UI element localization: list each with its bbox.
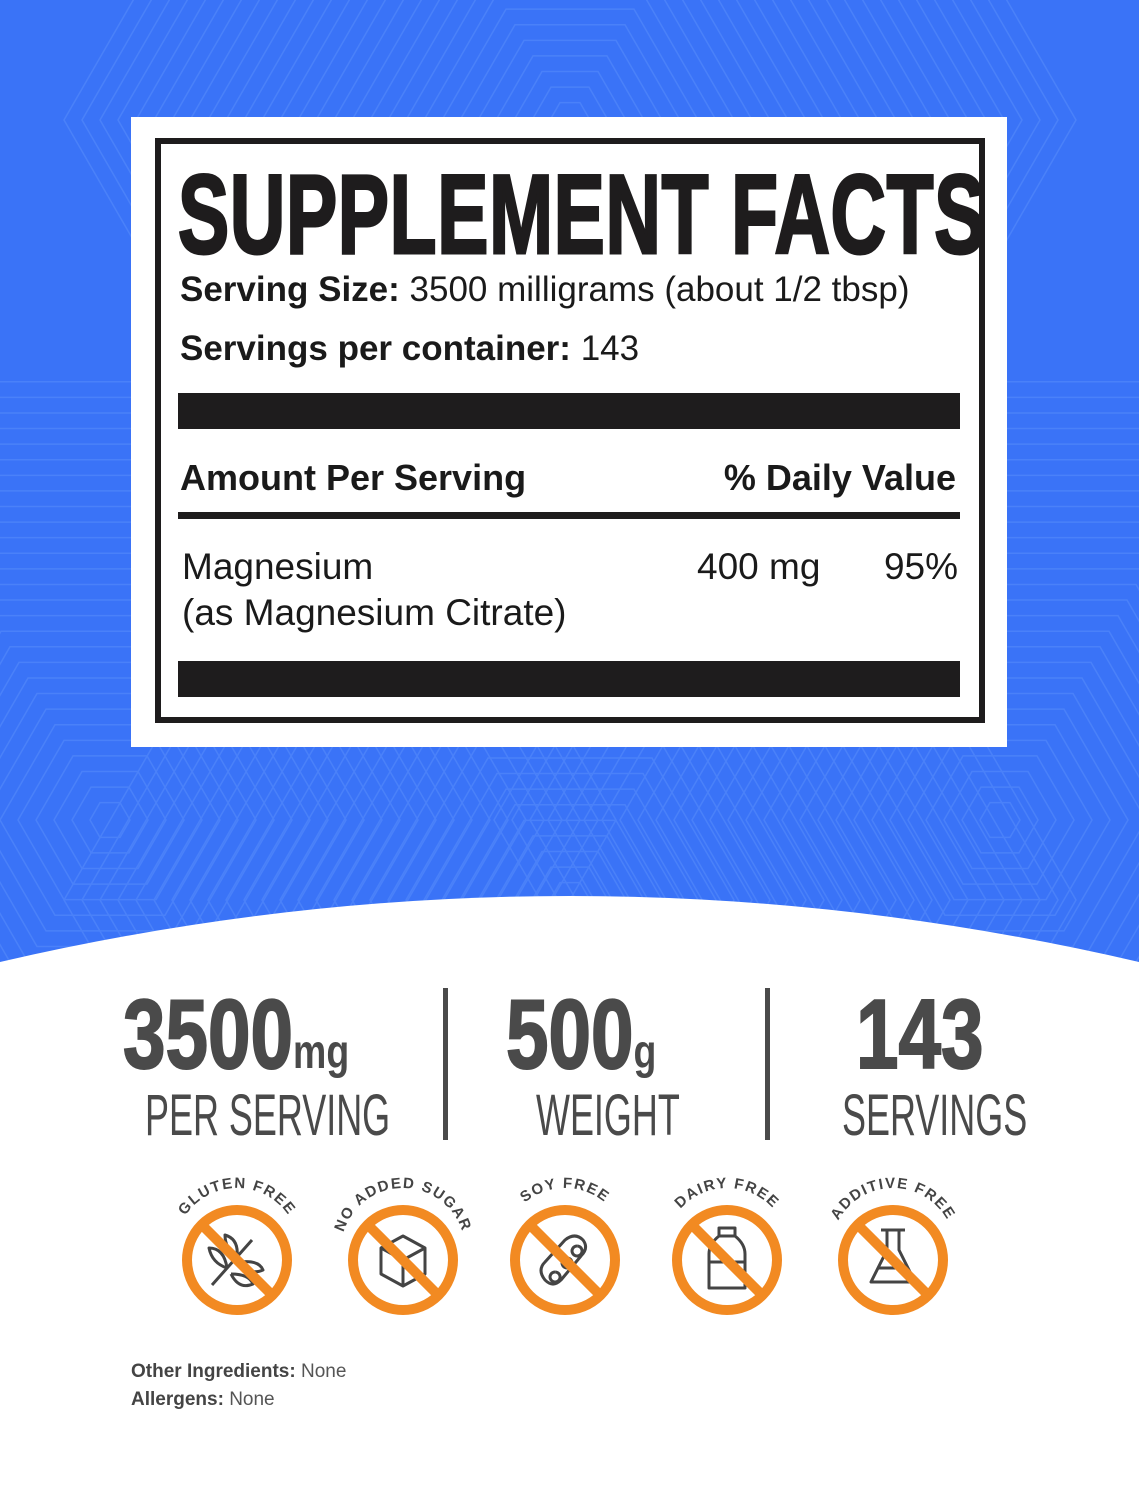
badge-label: NO ADDED SUGAR	[331, 1175, 475, 1234]
bottom-divider	[178, 661, 960, 697]
prohibited-slash	[364, 1221, 442, 1299]
allergens: Allergens: None	[131, 1389, 275, 1410]
prohibited-slash	[526, 1221, 604, 1299]
badge-row: GLUTEN FREE NO ADDED SUGAR SOY FREE DAIR…	[175, 1175, 959, 1315]
badge-label: SOY FREE	[517, 1175, 613, 1206]
serving-size-label: Serving Size:	[180, 270, 400, 309]
nutrient-source: (as Magnesium Citrate)	[182, 592, 567, 633]
prohibited-circle-icon	[182, 1205, 292, 1315]
prohibited-circle-icon	[348, 1205, 458, 1315]
stat-weight-label: WEIGHT	[536, 1083, 680, 1148]
prohibited-circle-icon	[672, 1205, 782, 1315]
stat-servings-value: 143	[855, 978, 984, 1090]
serving-size: Serving Size: 3500 milligrams (about 1/2…	[180, 270, 910, 310]
supplement-facts-panel	[131, 117, 1007, 747]
nutrient-amount: 400 mg	[697, 546, 821, 587]
badge-gluten-free: GLUTEN FREE	[175, 1175, 298, 1315]
dv-header: % Daily Value	[723, 457, 956, 498]
supplement-facts-border	[155, 138, 985, 723]
badge-no-added-sugar: NO ADDED SUGAR	[331, 1175, 475, 1315]
stat-per-serving-label: PER SERVING	[145, 1083, 391, 1148]
stat-per-serving-value: 3500mg	[122, 978, 350, 1090]
prohibited-slash	[198, 1221, 276, 1299]
badge-additive-free: ADDITIVE FREE	[827, 1175, 959, 1315]
prohibited-slash	[854, 1221, 932, 1299]
servings-label: Servings per container:	[180, 329, 571, 368]
prohibited-slash	[688, 1221, 766, 1299]
servings-per-container: Servings per container: 143	[180, 329, 639, 369]
facts-title: SUPPLEMENT FACTS	[177, 151, 987, 279]
serving-size-value: 3500 milligrams (about 1/2 tbsp)	[409, 270, 910, 309]
badge-dairy-free: DAIRY FREE	[671, 1175, 782, 1315]
servings-value: 143	[580, 329, 640, 368]
nutrient-dv: 95%	[883, 546, 958, 587]
stat-weight-value: 500g	[505, 978, 657, 1090]
thin-divider	[178, 512, 960, 519]
soybean-icon	[539, 1234, 588, 1286]
stat-divider	[765, 988, 770, 1140]
amount-header: Amount Per Serving	[180, 457, 527, 498]
other-ingredients: Other Ingredients: None	[131, 1361, 347, 1382]
badge-label: ADDITIVE FREE	[827, 1175, 959, 1223]
prohibited-circle-icon	[510, 1205, 620, 1315]
white-curve	[0, 896, 1139, 1500]
thick-divider	[178, 393, 960, 429]
stat-divider	[443, 988, 448, 1140]
nutrient-name: Magnesium	[182, 546, 374, 587]
prohibited-circle-icon	[838, 1205, 948, 1315]
badge-soy-free: SOY FREE	[510, 1175, 620, 1315]
wheat-icon	[207, 1233, 265, 1288]
stat-servings-label: SERVINGS	[842, 1083, 1028, 1148]
